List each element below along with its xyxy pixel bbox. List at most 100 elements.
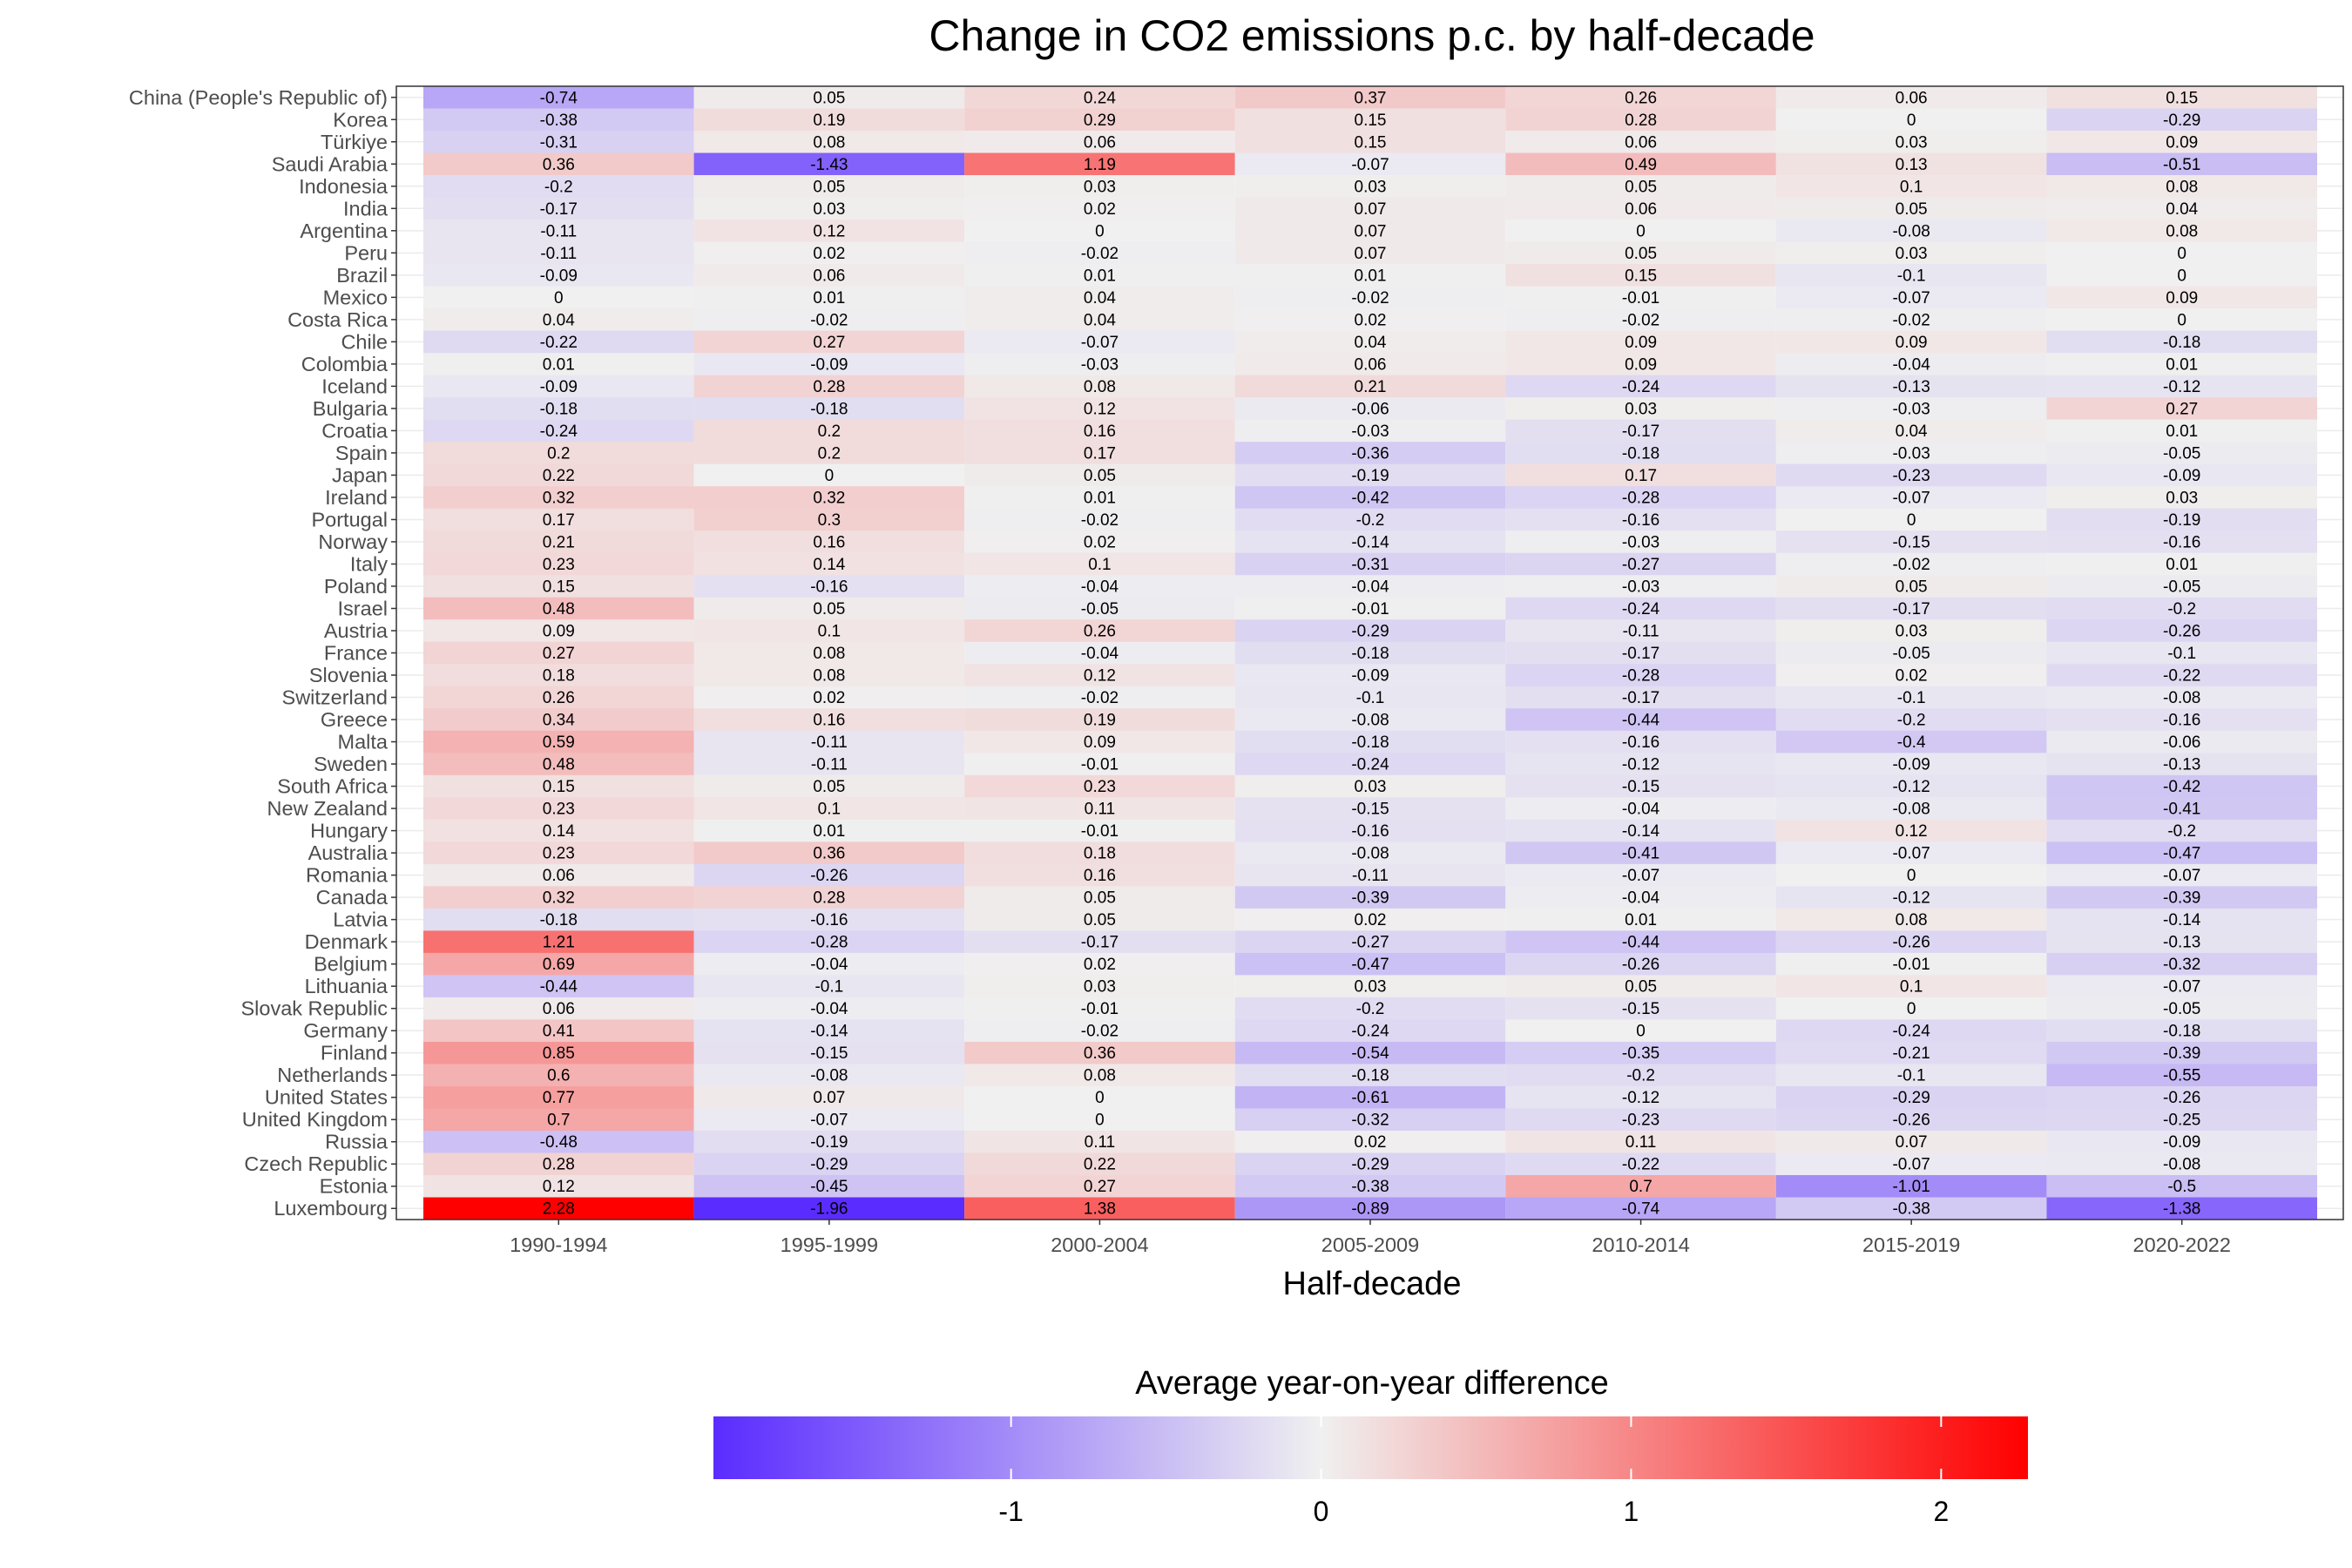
y-tick-label-peru: Peru [344, 241, 388, 264]
cell-value-label: 0.01 [813, 822, 845, 841]
y-tick-label-belgium: Belgium [314, 953, 388, 976]
heatmap-tile [1775, 1197, 2047, 1220]
cell-value-label: -0.16 [810, 911, 848, 929]
cell-value-label: 0.05 [813, 89, 845, 107]
heatmap-tile [1234, 930, 1506, 954]
heatmap-tile [1505, 886, 1776, 909]
cell-value-label: 0.11 [1085, 1133, 1116, 1152]
cell-value-label: 0.02 [1084, 533, 1116, 551]
heatmap-tile [423, 330, 694, 354]
cell-value-label: 0.14 [813, 556, 845, 574]
heatmap-tile [1775, 308, 2047, 332]
cell-value-label: 0.08 [813, 133, 845, 152]
y-tick-label-switzerland: Switzerland [282, 686, 388, 709]
cell-value-label: 0 [2177, 267, 2186, 285]
cell-value-label: 0.07 [1355, 200, 1387, 219]
legend-tick-label: 1 [1624, 1496, 1639, 1527]
heatmap-tile [2046, 508, 2317, 531]
heatmap-tile [964, 241, 1235, 265]
cell-value-label: 0.02 [1084, 956, 1116, 974]
heatmap-tile [423, 774, 694, 798]
heatmap-tile [1234, 730, 1506, 754]
cell-value-label: -0.04 [810, 956, 848, 974]
heatmap-tile [1775, 463, 2047, 487]
heatmap-tile [1505, 108, 1776, 132]
y-tick-label-sweden: Sweden [314, 753, 388, 775]
heatmap-tile [693, 419, 965, 443]
cell-value-label: 0.32 [543, 889, 575, 908]
cell-value-label: 0 [1636, 1023, 1646, 1041]
heatmap-tile [1234, 308, 1506, 332]
cell-value-label: -0.15 [1892, 533, 1930, 551]
legend-title: Average year-on-year difference [1135, 1365, 1609, 1402]
heatmap-tile [1234, 442, 1506, 465]
heatmap-tile [964, 819, 1235, 842]
cell-value-label: 0.16 [813, 533, 845, 551]
cell-value-label: -0.11 [540, 222, 577, 240]
y-tick-label-spain: Spain [335, 442, 388, 464]
heatmap-tile [693, 664, 965, 687]
cell-value-label: 0.09 [1084, 733, 1116, 752]
heatmap-tile [693, 486, 965, 510]
heatmap-tile [1775, 397, 2047, 421]
heatmap-tile [964, 797, 1235, 821]
cell-value-label: -0.24 [540, 422, 578, 441]
cell-value-label: 0 [2177, 245, 2186, 263]
heatmap-tile [423, 131, 694, 154]
cell-value-label: -0.17 [540, 200, 578, 219]
cell-value-label: 0.19 [813, 112, 845, 130]
cell-value-label: 0.04 [1896, 422, 1928, 441]
cell-value-label: -0.07 [1892, 489, 1930, 507]
heatmap-tile [1775, 619, 2047, 643]
heatmap-tile [423, 419, 694, 443]
chart-title: Change in CO2 emissions p.c. by half-dec… [929, 11, 1815, 60]
cell-value-label: 0.2 [818, 422, 841, 441]
heatmap-tile [693, 641, 965, 665]
heatmap-tile [1505, 774, 1776, 798]
cell-value-label: 0 [1095, 1089, 1105, 1107]
y-tick-label-china-people-s-republic-of: China (People's Republic of) [129, 86, 388, 109]
cell-value-label: 0.05 [1625, 178, 1657, 196]
cell-value-label: -0.35 [1622, 1044, 1659, 1063]
heatmap-tile [1505, 397, 1776, 421]
cell-value-label: 0.18 [1084, 845, 1116, 863]
heatmap-tile [423, 175, 694, 199]
heatmap-tile [2046, 197, 2317, 220]
heatmap-tile [693, 531, 965, 554]
cell-value-label: -0.1 [2167, 645, 2196, 663]
cell-value-label: 0.28 [813, 889, 845, 908]
heatmap-tile [964, 419, 1235, 443]
y-tick-label-croatia: Croatia [321, 419, 389, 442]
cell-value-label: -0.24 [1622, 600, 1660, 618]
heatmap-tile [1775, 486, 2047, 510]
heatmap-tile [2046, 353, 2317, 376]
cell-value-label: -0.07 [2163, 867, 2200, 885]
cell-value-label: -0.19 [810, 1133, 848, 1152]
cell-value-label: -0.17 [1622, 422, 1659, 441]
heatmap-tile [2046, 841, 2317, 865]
heatmap-tile [1775, 286, 2047, 309]
heatmap-tile [964, 664, 1235, 687]
heatmap-tile [693, 330, 965, 354]
heatmap-tile [1234, 1130, 1506, 1153]
heatmap-tile [423, 86, 694, 110]
y-tick-label-argentina: Argentina [300, 220, 389, 242]
heatmap-tile [1234, 1041, 1506, 1064]
heatmap-tile [964, 1041, 1235, 1064]
cell-value-label: -0.07 [1081, 334, 1119, 352]
x-axis-title: Half-decade [1283, 1266, 1462, 1302]
y-tick-label-malta: Malta [338, 731, 389, 754]
heatmap-tile [1775, 419, 2047, 443]
cell-value-label: -1.01 [1892, 1178, 1930, 1196]
cell-value-label: -0.74 [540, 89, 578, 107]
cell-value-label: -0.19 [2163, 511, 2200, 530]
heatmap-tile [2046, 619, 2317, 643]
cell-value-label: -0.11 [811, 733, 848, 752]
cell-value-label: -0.07 [1622, 867, 1659, 885]
heatmap-tile [1505, 1108, 1776, 1132]
heatmap-tile [693, 353, 965, 376]
heatmap-tile [1775, 664, 2047, 687]
cell-value-label: -0.22 [540, 334, 578, 352]
cell-value-label: 0.01 [2166, 355, 2198, 374]
heatmap-tile [964, 975, 1235, 998]
